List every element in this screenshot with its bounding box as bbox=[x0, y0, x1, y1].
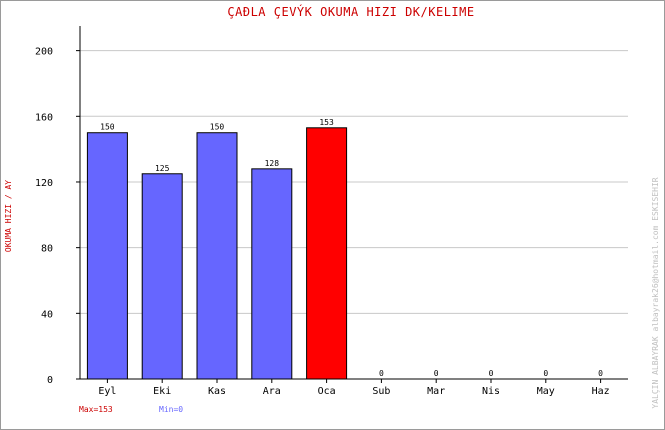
x-tick-label-eki: Eki bbox=[153, 386, 171, 397]
x-tick-label-may: May bbox=[537, 386, 555, 397]
y-tick-label: 40 bbox=[41, 309, 53, 320]
x-tick-label-haz: Haz bbox=[592, 386, 610, 397]
x-tick-label-kas: Kas bbox=[208, 386, 226, 397]
min-label: Min=0 bbox=[159, 405, 183, 414]
data-label-ara: 128 bbox=[265, 159, 280, 168]
bar-ara bbox=[251, 168, 293, 380]
data-label-eki: 125 bbox=[155, 164, 170, 173]
x-tick-labels: Eyl Eki Kas Ara Oca Sub Mar Nis May Haz bbox=[98, 379, 610, 397]
bar-eyl bbox=[86, 132, 128, 380]
watermark-text: YALÇIN ALBAYRAK albayrak26@hotmail.com E… bbox=[651, 177, 660, 408]
data-label-oca: 153 bbox=[319, 118, 334, 127]
y-tick-label: 160 bbox=[35, 112, 53, 123]
y-tick-label: 0 bbox=[47, 375, 53, 386]
axes bbox=[79, 26, 628, 380]
x-tick-label-mar: Mar bbox=[427, 386, 445, 397]
bars bbox=[86, 127, 348, 380]
y-tick-label: 120 bbox=[35, 178, 53, 189]
data-label-eyl: 150 bbox=[100, 123, 115, 132]
data-label-may: 0 bbox=[543, 369, 548, 378]
y-tick-labels: 0 40 80 120 160 200 bbox=[35, 47, 80, 386]
y-tick-label: 200 bbox=[35, 47, 53, 58]
x-tick-label-eyl: Eyl bbox=[98, 386, 116, 397]
bar-eki bbox=[141, 173, 183, 380]
bar-kas bbox=[196, 132, 238, 380]
data-label-nis: 0 bbox=[489, 369, 494, 378]
data-label-haz: 0 bbox=[598, 369, 603, 378]
y-axis-label: OKUMA HIZI / AY bbox=[4, 180, 13, 252]
max-label: Max=153 bbox=[79, 405, 113, 414]
data-labels: 150 125 150 128 153 0 0 0 0 0 bbox=[100, 118, 603, 378]
x-tick-label-sub: Sub bbox=[372, 386, 390, 397]
data-label-kas: 150 bbox=[210, 123, 225, 132]
y-tick-label: 80 bbox=[41, 244, 53, 255]
x-tick-label-oca: Oca bbox=[318, 386, 336, 397]
x-tick-label-nis: Nis bbox=[482, 386, 500, 397]
x-tick-label-ara: Ara bbox=[263, 386, 281, 397]
bar-oca bbox=[306, 127, 348, 380]
data-label-mar: 0 bbox=[434, 369, 439, 378]
chart-title: ÇAÐLA ÇEVÝK OKUMA HIZI DK/KELIME bbox=[227, 4, 474, 19]
data-label-sub: 0 bbox=[379, 369, 384, 378]
